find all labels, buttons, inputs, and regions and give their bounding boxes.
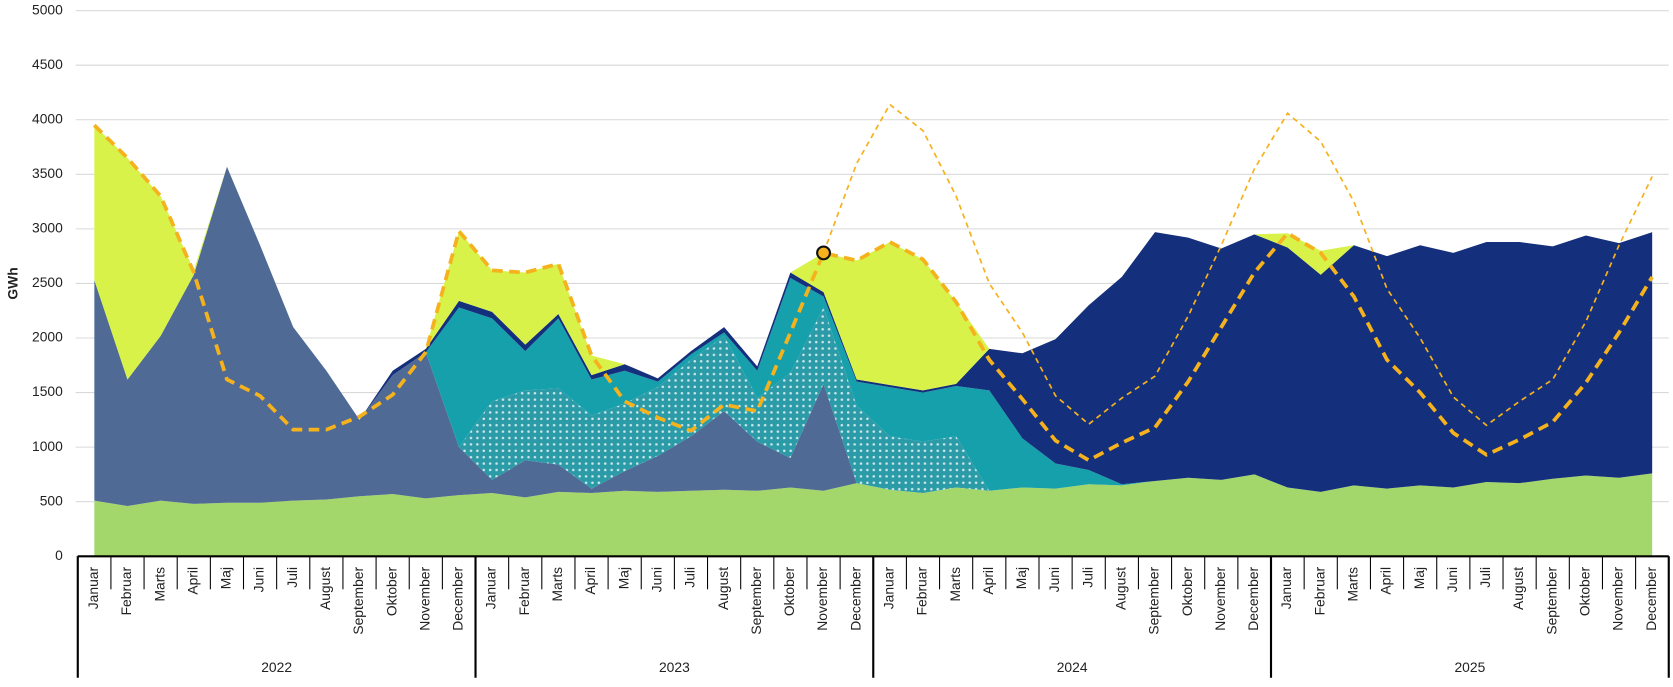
- x-tick-label: August: [1510, 567, 1526, 610]
- x-tick-label: Februar: [516, 567, 532, 616]
- x-tick-label: Maj: [1411, 567, 1427, 589]
- y-axis-label: GWh: [4, 267, 20, 299]
- y-tick-label: 4500: [32, 56, 63, 72]
- y-tick-label: 1000: [32, 438, 63, 454]
- x-tick-label: Oktober: [1179, 567, 1195, 617]
- y-tick-label: 3000: [32, 220, 63, 236]
- x-tick-label: November: [1610, 567, 1626, 631]
- x-tick-label: November: [1212, 567, 1228, 631]
- x-tick-label: Oktober: [383, 567, 399, 617]
- x-tick-label: September: [1146, 567, 1162, 635]
- x-tick-label: Januar: [483, 567, 499, 610]
- x-tick-label: September: [748, 567, 764, 635]
- x-tick-label: Februar: [118, 567, 134, 616]
- area: [94, 166, 1653, 507]
- point-marker: [816, 245, 832, 261]
- x-tick-label: Oktober: [1577, 567, 1593, 617]
- group-label: 2025: [1454, 659, 1485, 675]
- x-tick-label: Oktober: [781, 567, 797, 617]
- group-label: 2023: [659, 659, 690, 675]
- x-tick-label: December: [847, 567, 863, 631]
- y-tick-label: 4000: [32, 110, 63, 126]
- group-label: 2022: [261, 659, 292, 675]
- x-tick-label: August: [1113, 567, 1129, 610]
- x-tick-label: Januar: [880, 567, 896, 610]
- x-tick-label: September: [1543, 567, 1559, 635]
- x-tick-label: Juli: [1477, 567, 1493, 588]
- x-tick-label: April: [582, 567, 598, 595]
- group-label: 2024: [1057, 659, 1088, 675]
- x-tick-label: Februar: [1311, 567, 1327, 616]
- x-tick-label: Juli: [1079, 567, 1095, 588]
- x-tick-label: April: [184, 567, 200, 595]
- x-tick-label: Juli: [284, 567, 300, 588]
- area: [94, 166, 1653, 493]
- area: [94, 166, 1653, 492]
- x-tick-label: December: [450, 567, 466, 631]
- line: [822, 103, 1653, 427]
- area: [94, 125, 1653, 420]
- x-tick-label: November: [814, 567, 830, 631]
- x-tick-label: Juni: [1444, 567, 1460, 592]
- x-tick-label: September: [350, 567, 366, 635]
- area: [94, 166, 1653, 492]
- x-tick-label: December: [1643, 567, 1659, 631]
- y-tick-label: 5000: [32, 1, 63, 17]
- area: [94, 473, 1653, 557]
- x-tick-label: Juni: [251, 567, 267, 592]
- x-tick-label: Marts: [947, 567, 963, 602]
- x-tick-label: Marts: [549, 567, 565, 602]
- x-tick-label: Februar: [914, 567, 930, 616]
- x-tick-label: Januar: [1278, 567, 1294, 610]
- x-tick-label: Maj: [218, 567, 234, 589]
- x-tick-label: November: [416, 567, 432, 631]
- y-tick-label: 0: [55, 547, 63, 563]
- x-tick-label: Juli: [682, 567, 698, 588]
- y-tick-label: 1500: [32, 383, 63, 399]
- y-tick-label: 2000: [32, 329, 63, 345]
- x-tick-label: Juni: [1046, 567, 1062, 592]
- x-tick-label: Marts: [151, 567, 167, 602]
- x-tick-label: Maj: [1013, 567, 1029, 589]
- x-tick-label: December: [1245, 567, 1261, 631]
- x-tick-label: Januar: [85, 567, 101, 610]
- x-tick-label: April: [1378, 567, 1394, 595]
- x-tick-label: Maj: [615, 567, 631, 589]
- y-tick-label: 2500: [32, 274, 63, 290]
- x-tick-label: April: [980, 567, 996, 595]
- y-tick-label: 3500: [32, 165, 63, 181]
- y-tick-label: 500: [40, 492, 63, 508]
- x-tick-label: August: [317, 567, 333, 610]
- x-tick-label: August: [715, 567, 731, 610]
- x-tick-label: Marts: [1345, 567, 1361, 602]
- x-tick-label: Juni: [648, 567, 664, 592]
